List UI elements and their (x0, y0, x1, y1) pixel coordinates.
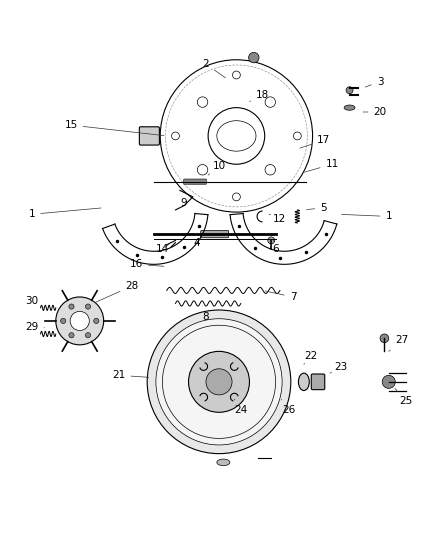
Text: 1: 1 (28, 208, 101, 219)
Circle shape (249, 52, 259, 63)
FancyBboxPatch shape (311, 374, 325, 390)
Circle shape (56, 297, 104, 345)
Text: 20: 20 (363, 107, 387, 117)
Text: 15: 15 (64, 120, 164, 135)
Text: 7: 7 (265, 291, 296, 302)
Text: 24: 24 (234, 399, 247, 415)
Text: 12: 12 (269, 214, 286, 224)
Circle shape (60, 318, 66, 324)
Circle shape (382, 375, 395, 389)
Circle shape (85, 304, 91, 309)
Ellipse shape (344, 105, 355, 110)
Text: 29: 29 (25, 322, 44, 333)
FancyBboxPatch shape (184, 179, 206, 184)
Circle shape (69, 333, 74, 338)
Text: 21: 21 (112, 370, 149, 381)
Circle shape (69, 304, 74, 309)
Circle shape (85, 333, 91, 338)
Text: 23: 23 (330, 361, 347, 373)
Text: 5: 5 (307, 203, 327, 213)
Ellipse shape (298, 373, 309, 391)
Text: 9: 9 (181, 198, 187, 208)
Text: 22: 22 (304, 351, 317, 365)
Text: 10: 10 (208, 161, 226, 175)
FancyBboxPatch shape (139, 127, 159, 145)
Text: 3: 3 (365, 77, 383, 87)
Circle shape (188, 351, 250, 413)
Text: 25: 25 (395, 389, 413, 407)
Text: 17: 17 (300, 135, 330, 148)
Text: 6: 6 (272, 240, 279, 254)
Circle shape (206, 369, 232, 395)
Text: 2: 2 (203, 59, 226, 78)
Circle shape (94, 318, 99, 324)
Text: 30: 30 (25, 296, 45, 308)
Circle shape (346, 87, 353, 94)
Text: 18: 18 (250, 90, 269, 101)
Ellipse shape (217, 459, 230, 466)
Text: 28: 28 (95, 281, 138, 302)
Text: 26: 26 (282, 399, 295, 415)
Text: 8: 8 (202, 306, 209, 321)
Text: 11: 11 (304, 159, 339, 172)
Circle shape (380, 334, 389, 343)
Circle shape (147, 310, 291, 454)
Text: 16: 16 (130, 260, 164, 269)
Text: 27: 27 (389, 335, 408, 351)
Text: 14: 14 (156, 244, 169, 254)
Text: 1: 1 (342, 212, 392, 221)
Circle shape (156, 319, 282, 445)
Circle shape (268, 237, 275, 244)
Text: 4: 4 (194, 238, 201, 247)
Circle shape (70, 311, 89, 330)
FancyBboxPatch shape (201, 230, 229, 238)
